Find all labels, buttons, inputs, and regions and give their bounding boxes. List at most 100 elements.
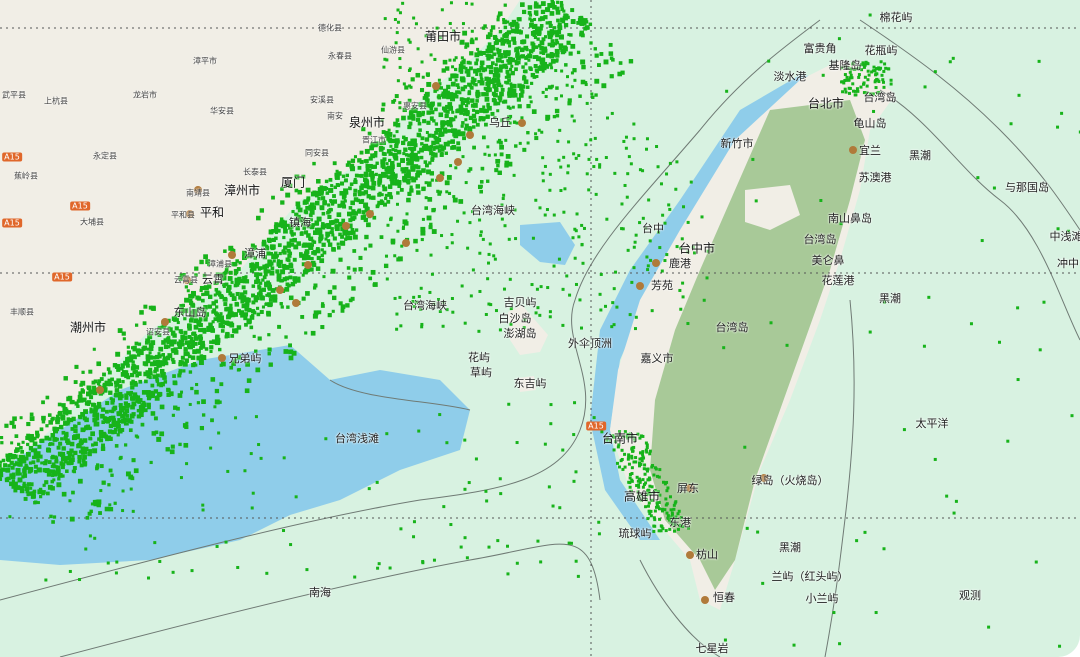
ship-marker[interactable] <box>468 167 473 171</box>
ship-marker[interactable] <box>661 527 665 531</box>
ship-marker[interactable] <box>305 205 310 210</box>
ship-marker[interactable] <box>505 544 509 548</box>
ship-marker[interactable] <box>543 48 548 53</box>
ship-marker[interactable] <box>433 57 437 61</box>
ship-marker[interactable] <box>29 416 35 422</box>
ship-marker[interactable] <box>620 202 624 206</box>
port-icon[interactable] <box>228 251 236 259</box>
ship-marker[interactable] <box>319 189 324 194</box>
ship-marker[interactable] <box>848 86 852 90</box>
ship-marker[interactable] <box>347 275 352 280</box>
ship-marker[interactable] <box>254 272 259 278</box>
ship-marker[interactable] <box>250 506 254 510</box>
ship-marker[interactable] <box>450 233 454 237</box>
ship-marker[interactable] <box>9 460 14 465</box>
ship-marker[interactable] <box>411 147 415 152</box>
ship-marker[interactable] <box>368 196 373 200</box>
ship-marker[interactable] <box>368 243 373 248</box>
ship-marker[interactable] <box>113 427 118 432</box>
ship-marker[interactable] <box>658 468 662 472</box>
ship-marker[interactable] <box>193 309 198 314</box>
ship-marker[interactable] <box>423 143 429 149</box>
ship-marker[interactable] <box>509 322 513 326</box>
ship-marker[interactable] <box>235 279 241 285</box>
ship-marker[interactable] <box>657 529 661 533</box>
ship-marker[interactable] <box>297 276 301 280</box>
ship-marker[interactable] <box>101 480 106 485</box>
ship-marker[interactable] <box>132 392 138 397</box>
ship-marker[interactable] <box>504 138 508 142</box>
ship-marker[interactable] <box>498 99 502 103</box>
ship-marker[interactable] <box>867 73 871 77</box>
ship-marker[interactable] <box>441 324 445 328</box>
ship-marker[interactable] <box>259 288 263 292</box>
ship-marker[interactable] <box>862 65 866 69</box>
ship-marker[interactable] <box>424 34 428 38</box>
ship-marker[interactable] <box>117 395 123 401</box>
ship-marker[interactable] <box>31 460 36 465</box>
ship-marker[interactable] <box>385 174 389 178</box>
ship-marker[interactable] <box>656 505 660 509</box>
ship-marker[interactable] <box>624 146 628 150</box>
ship-marker[interactable] <box>426 215 432 221</box>
ship-marker[interactable] <box>569 33 573 37</box>
ship-marker[interactable] <box>528 66 532 70</box>
ship-marker[interactable] <box>449 523 453 527</box>
ship-marker[interactable] <box>249 452 253 456</box>
ship-marker[interactable] <box>332 295 337 301</box>
ship-marker[interactable] <box>106 382 111 387</box>
ship-marker[interactable] <box>463 536 467 540</box>
ship-marker[interactable] <box>79 438 83 442</box>
ship-marker[interactable] <box>675 245 679 249</box>
ship-marker[interactable] <box>393 296 397 300</box>
ship-marker[interactable] <box>138 350 144 356</box>
ship-marker[interactable] <box>552 4 557 10</box>
ship-marker[interactable] <box>997 340 1001 344</box>
ship-marker[interactable] <box>459 39 465 45</box>
ship-marker[interactable] <box>539 60 545 65</box>
ship-marker[interactable] <box>475 58 479 62</box>
ship-marker[interactable] <box>468 84 472 88</box>
ship-marker[interactable] <box>69 400 74 405</box>
ship-marker[interactable] <box>549 403 553 407</box>
ship-marker[interactable] <box>392 182 396 186</box>
ship-marker[interactable] <box>198 360 204 366</box>
ship-marker[interactable] <box>503 224 507 228</box>
ship-marker[interactable] <box>345 235 350 241</box>
ship-marker[interactable] <box>434 107 438 112</box>
ship-marker[interactable] <box>131 509 135 513</box>
ship-marker[interactable] <box>319 205 325 211</box>
ship-marker[interactable] <box>641 216 645 220</box>
ship-marker[interactable] <box>159 431 165 437</box>
ship-marker[interactable] <box>474 52 480 58</box>
ship-marker[interactable] <box>498 477 502 481</box>
ship-marker[interactable] <box>497 138 502 143</box>
ship-marker[interactable] <box>146 390 151 395</box>
ship-marker[interactable] <box>205 259 211 265</box>
ship-marker[interactable] <box>143 408 148 413</box>
ship-marker[interactable] <box>264 244 269 249</box>
ship-marker[interactable] <box>401 115 406 121</box>
ship-marker[interactable] <box>244 297 250 303</box>
ship-marker[interactable] <box>534 136 539 141</box>
ship-marker[interactable] <box>421 168 426 173</box>
ship-marker[interactable] <box>951 56 955 60</box>
ship-marker[interactable] <box>493 153 497 157</box>
ship-marker[interactable] <box>36 501 40 505</box>
ship-marker[interactable] <box>54 426 60 432</box>
ship-marker[interactable] <box>211 301 216 306</box>
ship-marker[interactable] <box>32 455 36 460</box>
ship-marker[interactable] <box>408 111 414 116</box>
ship-marker[interactable] <box>652 490 656 494</box>
ship-marker[interactable] <box>327 242 333 247</box>
ship-marker[interactable] <box>271 228 276 233</box>
ship-marker[interactable] <box>102 372 106 377</box>
ship-marker[interactable] <box>693 251 697 255</box>
ship-marker[interactable] <box>632 266 636 270</box>
ship-marker[interactable] <box>108 416 114 421</box>
ship-marker[interactable] <box>231 293 235 297</box>
ship-marker[interactable] <box>390 161 395 166</box>
ship-marker[interactable] <box>5 467 11 473</box>
ship-marker[interactable] <box>528 95 532 99</box>
ship-marker[interactable] <box>441 91 447 96</box>
